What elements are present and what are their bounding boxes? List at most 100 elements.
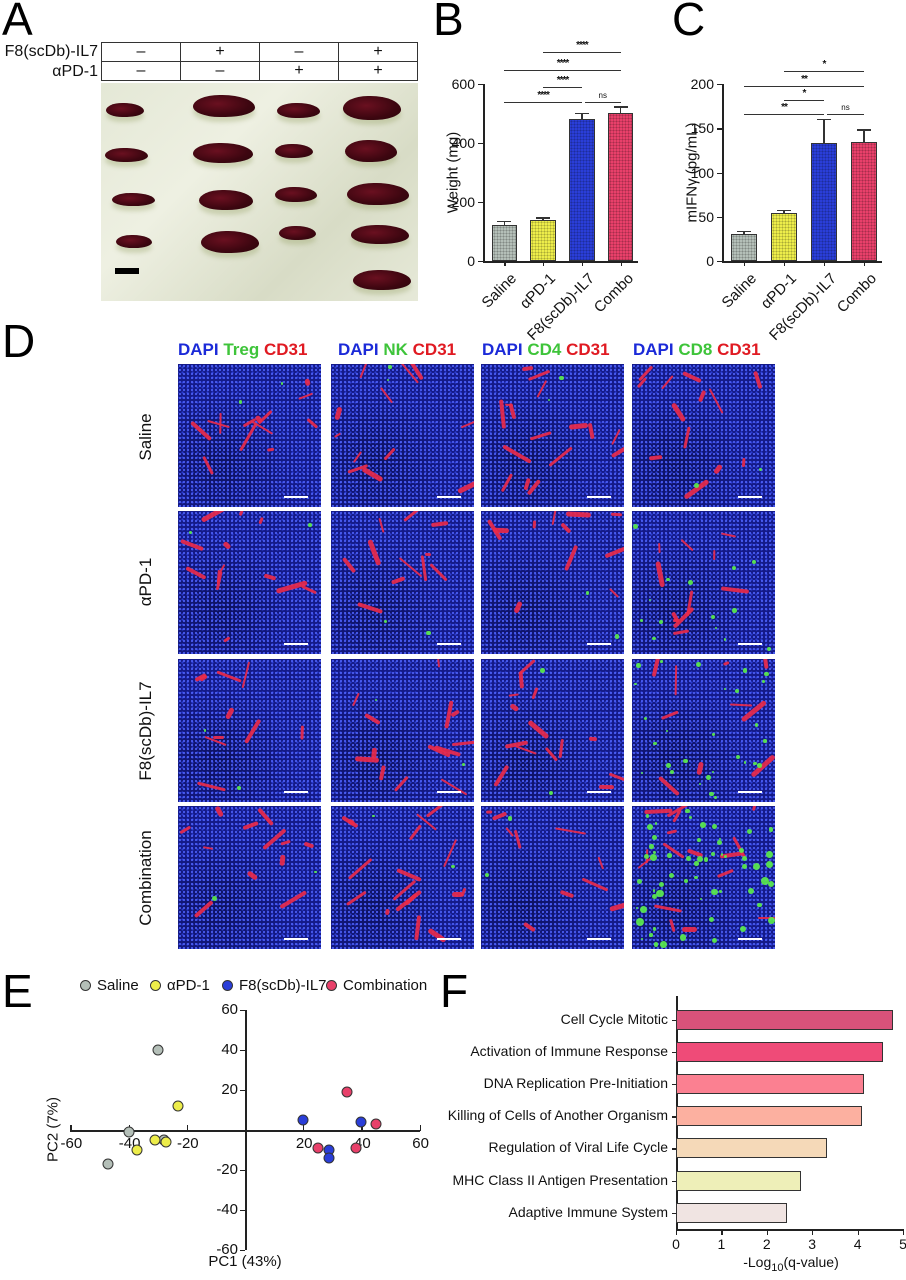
marker-positive-cell bbox=[765, 860, 774, 869]
marker-positive-cell bbox=[634, 682, 637, 685]
legend-item-combination: Combination bbox=[326, 977, 427, 994]
marker-positive-cell bbox=[649, 933, 653, 937]
y-tick-label: -20 bbox=[216, 1161, 238, 1178]
stain-cd31: CD31 bbox=[412, 340, 457, 359]
marker-positive-cell bbox=[717, 839, 723, 845]
cd31-vessel bbox=[662, 842, 685, 860]
marker-positive-cell bbox=[731, 565, 737, 571]
scale-bar bbox=[437, 642, 461, 645]
cd31-vessel bbox=[712, 463, 723, 475]
legend-item-saline: Saline bbox=[80, 977, 139, 994]
micrograph-combination-treg bbox=[178, 806, 321, 949]
cd31-vessel bbox=[742, 457, 746, 467]
marker-positive-cell bbox=[632, 524, 638, 530]
cd31-vessel bbox=[385, 908, 391, 916]
legend-item--pd-1: αPD-1 bbox=[150, 977, 210, 994]
y-tick-label: 200 bbox=[690, 76, 714, 92]
y-tick bbox=[672, 1180, 676, 1182]
error-bar bbox=[542, 217, 544, 220]
x-tick bbox=[186, 1125, 189, 1131]
cd31-vessel bbox=[654, 904, 682, 913]
stain-cd31: CD31 bbox=[717, 340, 761, 359]
cd31-vessel bbox=[568, 422, 589, 430]
spleen bbox=[345, 140, 397, 162]
y-tick bbox=[240, 1050, 245, 1052]
micrograph-apd1-nk bbox=[331, 511, 474, 654]
spleen bbox=[199, 190, 253, 210]
marker-positive-cell bbox=[688, 815, 693, 819]
marker-positive-cell bbox=[759, 468, 763, 472]
marker-positive-cell bbox=[764, 671, 769, 677]
cd31-vessel bbox=[712, 549, 715, 560]
cd31-vessel bbox=[508, 402, 517, 420]
cd31-vessel bbox=[460, 887, 467, 897]
scale-bar bbox=[437, 790, 461, 793]
y-axis-label: PC2 (7%) bbox=[44, 1096, 62, 1163]
significance-bracket bbox=[744, 86, 864, 88]
cd31-vessel bbox=[185, 566, 207, 580]
spleen-photo bbox=[101, 83, 418, 301]
significance-bracket bbox=[744, 114, 824, 116]
bar-saline bbox=[491, 224, 518, 261]
y-tick bbox=[240, 1210, 245, 1212]
scale-bar bbox=[587, 642, 611, 645]
marker-positive-cell bbox=[660, 941, 667, 948]
cd31-vessel bbox=[609, 587, 620, 598]
panel-c-letter: C bbox=[672, 0, 706, 45]
bar-mhc-class-ii-antigen-presentation bbox=[676, 1170, 801, 1191]
y-tick-label: 40 bbox=[221, 1041, 238, 1058]
scale-bar bbox=[587, 495, 611, 498]
stain-header-nk: DAPI NK CD31 bbox=[338, 340, 456, 360]
cd31-vessel bbox=[414, 915, 422, 942]
cd31-vessel bbox=[722, 660, 730, 666]
cd31-vessel bbox=[237, 511, 244, 517]
marker-positive-cell bbox=[654, 822, 658, 825]
y-tick bbox=[240, 1010, 245, 1012]
x-axis-label: PC1 (43%) bbox=[208, 1253, 282, 1270]
micrograph-apd1-cd4 bbox=[481, 511, 624, 654]
marker-positive-cell bbox=[189, 530, 193, 534]
legend-marker bbox=[326, 979, 337, 991]
cd31-vessel bbox=[721, 532, 737, 538]
cd31-vessel bbox=[505, 826, 515, 838]
x-tick bbox=[824, 261, 826, 266]
panel-e-letter: E bbox=[2, 965, 33, 1017]
treatment-label-apd1: αPD-1 bbox=[52, 63, 98, 80]
cd31-vessel bbox=[513, 600, 524, 614]
cd31-vessel bbox=[682, 426, 691, 449]
marker-positive-cell bbox=[700, 821, 706, 828]
marker-positive-cell bbox=[666, 577, 670, 582]
marker-positive-cell bbox=[462, 763, 465, 767]
marker-positive-cell bbox=[656, 889, 664, 898]
cd31-vessel bbox=[390, 575, 406, 585]
x-tick-label: 4 bbox=[853, 1236, 862, 1252]
cd31-vessel bbox=[222, 541, 232, 551]
cd31-vessel bbox=[674, 665, 677, 695]
stain-cd31: CD31 bbox=[264, 340, 308, 359]
marker-positive-cell bbox=[741, 856, 747, 861]
cd31-vessel bbox=[243, 718, 262, 744]
marker-positive-cell bbox=[540, 668, 545, 673]
marker-positive-cell bbox=[719, 890, 722, 893]
scale-bar bbox=[587, 790, 611, 793]
cd31-vessel bbox=[564, 544, 578, 571]
cd31-vessel bbox=[551, 511, 558, 526]
y-tick bbox=[717, 84, 722, 86]
marker-positive-cell bbox=[238, 400, 242, 404]
data-point bbox=[312, 1142, 324, 1154]
significance-bracket bbox=[827, 114, 864, 116]
marker-positive-cell bbox=[649, 598, 652, 602]
cd31-vessel bbox=[683, 478, 710, 500]
marker-positive-cell bbox=[754, 723, 759, 727]
bar--pd-1 bbox=[770, 213, 798, 261]
cd31-vessel bbox=[753, 370, 763, 389]
cd31-vessel bbox=[598, 784, 614, 789]
marker-positive-cell bbox=[694, 860, 699, 866]
stain-dapi: DAPI bbox=[338, 340, 379, 359]
cd31-vessel bbox=[457, 479, 474, 495]
x-tick bbox=[361, 1125, 363, 1131]
cd31-vessel bbox=[682, 371, 702, 384]
legend-label: F8(scDb)-IL7 bbox=[239, 977, 327, 994]
marker-positive-cell bbox=[724, 687, 727, 690]
cd31-vessel bbox=[655, 561, 666, 588]
